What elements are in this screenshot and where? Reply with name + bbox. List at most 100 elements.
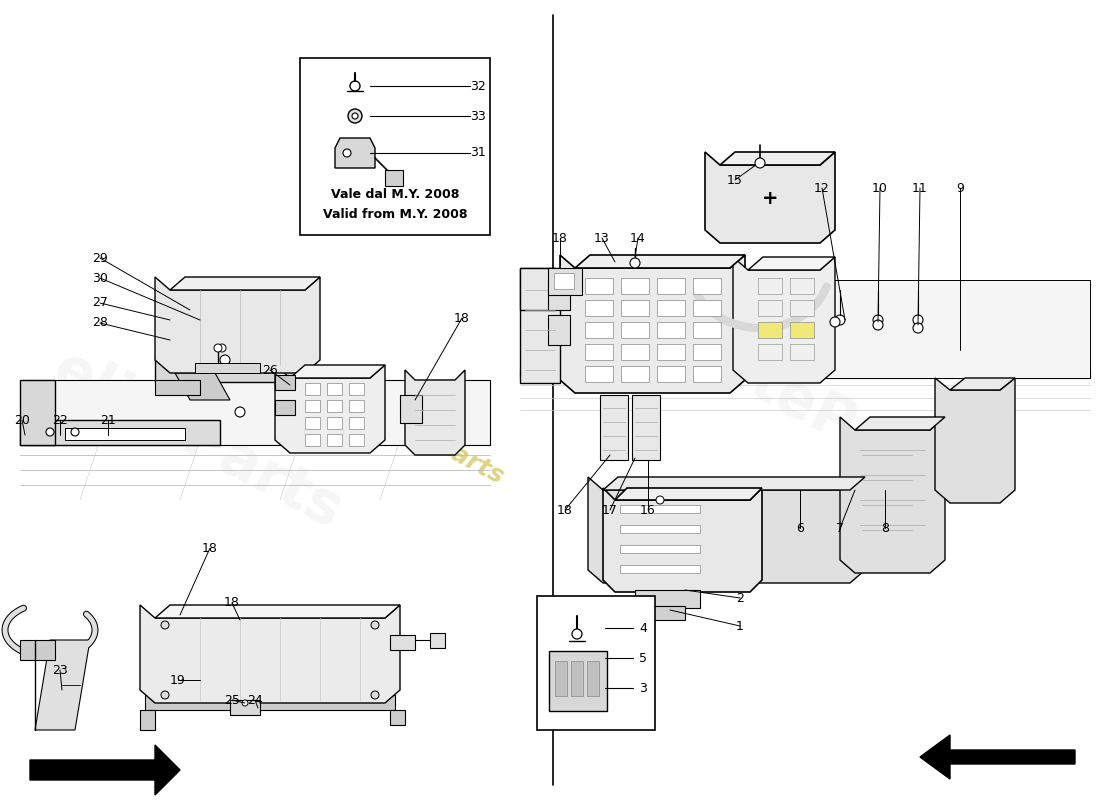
Bar [585,300,613,316]
Bar [349,417,364,429]
Text: 18: 18 [202,542,218,554]
Polygon shape [155,605,400,618]
Bar [790,278,814,294]
Bar [657,322,685,338]
Text: 5: 5 [639,651,647,665]
Circle shape [371,691,380,699]
Text: 31: 31 [470,146,486,159]
Bar [571,661,583,696]
Polygon shape [520,370,1090,378]
Circle shape [350,81,360,91]
Circle shape [161,621,169,629]
Text: +: + [761,189,779,207]
Bar [300,58,490,235]
Bar [657,300,685,316]
Circle shape [46,428,54,436]
Bar [790,322,814,338]
Bar [621,344,649,360]
Polygon shape [405,370,465,455]
Circle shape [214,344,222,352]
Text: 1: 1 [736,619,744,633]
Polygon shape [520,280,1090,378]
Bar [349,434,364,446]
Polygon shape [290,365,385,378]
Bar [758,322,782,338]
Circle shape [630,258,640,268]
Text: 11: 11 [912,182,928,194]
Polygon shape [748,257,835,270]
Text: 16: 16 [640,503,656,517]
Circle shape [348,109,362,123]
Text: 12: 12 [814,182,829,194]
Polygon shape [600,395,628,460]
Bar [657,344,685,360]
Text: 19: 19 [170,674,186,686]
Text: 22: 22 [52,414,68,426]
Bar [305,383,320,395]
Text: eliteParts: eliteParts [44,340,352,540]
Polygon shape [35,640,90,730]
Polygon shape [560,255,745,393]
Bar [305,434,320,446]
Polygon shape [25,380,490,445]
Polygon shape [140,605,400,703]
Polygon shape [548,280,570,310]
Polygon shape [705,152,835,243]
Polygon shape [935,378,1015,503]
Polygon shape [275,365,385,453]
Polygon shape [635,590,700,608]
Polygon shape [390,635,415,650]
Circle shape [72,428,79,436]
Polygon shape [920,735,1075,779]
Polygon shape [603,477,865,490]
Bar [693,322,720,338]
Polygon shape [275,400,295,415]
Bar [758,344,782,360]
Circle shape [913,315,923,325]
Text: 24: 24 [248,694,263,706]
Text: Valid from M.Y. 2008: Valid from M.Y. 2008 [322,209,468,222]
Bar [65,428,185,440]
Bar [693,278,720,294]
Polygon shape [950,378,1015,390]
Circle shape [371,621,380,629]
Polygon shape [548,315,570,345]
Bar [585,278,613,294]
Circle shape [235,407,245,417]
Polygon shape [175,373,230,400]
Polygon shape [155,380,200,395]
Polygon shape [170,277,320,290]
Circle shape [656,496,664,504]
Text: 29: 29 [92,251,108,265]
Polygon shape [145,695,395,710]
Polygon shape [20,380,55,445]
Polygon shape [520,268,556,310]
Bar [657,366,685,382]
Bar [585,322,613,338]
Text: 18: 18 [552,231,568,245]
Circle shape [913,323,923,333]
Circle shape [161,691,169,699]
Polygon shape [620,505,700,513]
Bar [585,366,613,382]
Polygon shape [575,255,745,268]
Polygon shape [155,360,310,382]
Polygon shape [20,420,220,445]
Bar [621,366,649,382]
Text: 4: 4 [639,622,647,634]
Bar [305,400,320,412]
Bar [758,322,782,338]
Polygon shape [588,477,865,583]
Bar [657,278,685,294]
Text: 18: 18 [454,311,470,325]
Text: 33: 33 [470,110,486,122]
Polygon shape [140,710,155,730]
Circle shape [830,317,840,327]
Text: 30: 30 [92,271,108,285]
Polygon shape [275,375,295,390]
Circle shape [343,149,351,157]
Polygon shape [520,268,560,383]
Polygon shape [620,565,700,573]
Text: 27: 27 [92,297,108,310]
Text: a passion for parts: a passion for parts [262,343,508,489]
